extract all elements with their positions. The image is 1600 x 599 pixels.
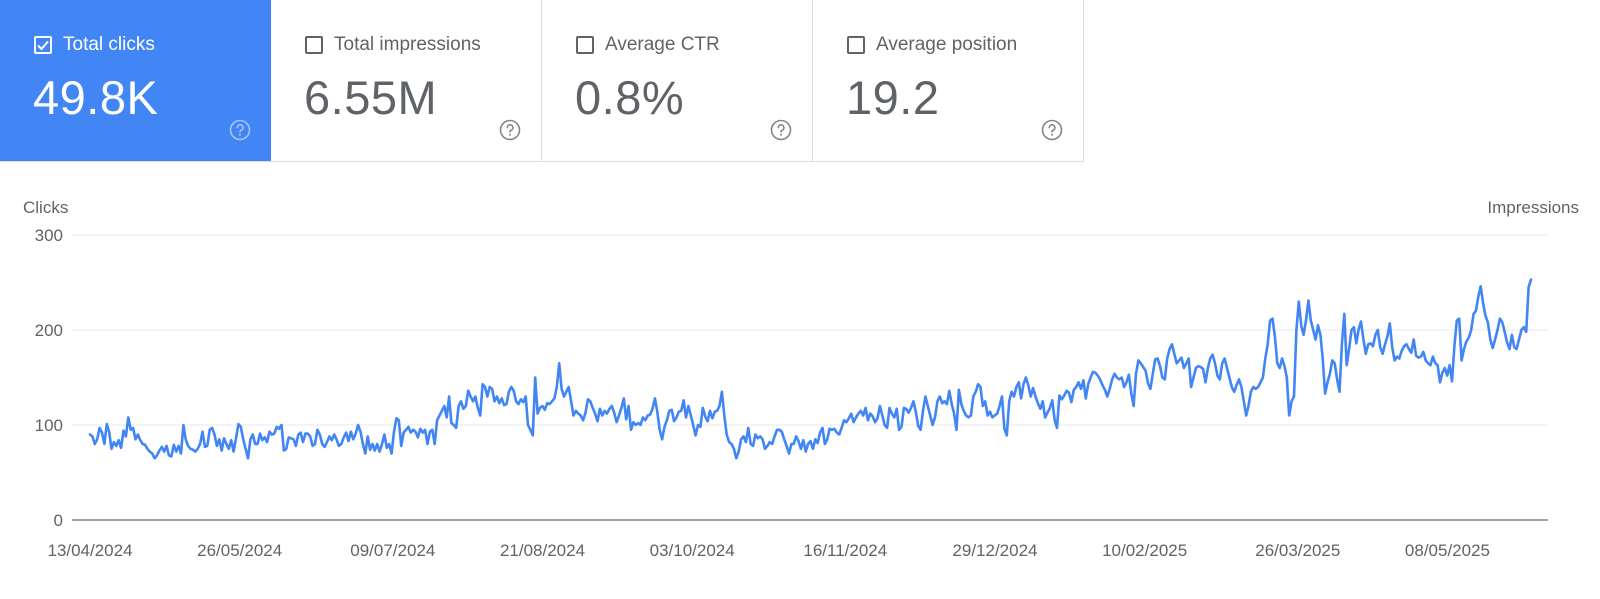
card-header: Average CTR — [576, 34, 720, 56]
x-tick-label: 13/04/2024 — [47, 541, 132, 560]
card-label: Total clicks — [63, 34, 155, 55]
x-tick-label: 26/03/2025 — [1255, 541, 1340, 560]
metric-cards: Total clicks 49.8K Total impressions 6.5… — [0, 0, 1084, 162]
y-tick-label: 300 — [35, 226, 63, 245]
y2-axis-label: Impressions — [1487, 198, 1579, 217]
y-axis-label: Clicks — [23, 198, 68, 217]
checkbox-unchecked-icon[interactable] — [576, 36, 594, 54]
x-tick-label: 03/10/2024 — [650, 541, 735, 560]
card-average-ctr[interactable]: Average CTR 0.8% — [542, 0, 813, 161]
x-tick-label: 09/07/2024 — [350, 541, 435, 560]
card-label: Average CTR — [605, 34, 720, 55]
card-header: Average position — [847, 34, 1017, 56]
card-header: Total impressions — [305, 34, 481, 56]
y-tick-label: 0 — [54, 511, 63, 530]
checkbox-unchecked-icon[interactable] — [305, 36, 323, 54]
grid — [72, 234, 1548, 521]
help-icon[interactable] — [770, 119, 792, 141]
x-tick-label: 16/11/2024 — [803, 541, 887, 560]
clicks-line-chart: Clicks Impressions 0 100 200 300 13/04/2024… — [23, 198, 1579, 560]
card-value: 19.2 — [846, 71, 940, 124]
card-label: Total impressions — [334, 34, 481, 55]
x-tick-label: 29/12/2024 — [952, 541, 1037, 560]
help-icon[interactable] — [229, 119, 251, 141]
x-tick-labels: 13/04/2024 26/05/2024 09/07/2024 21/08/2024… — [47, 541, 1490, 560]
help-icon[interactable] — [1041, 119, 1063, 141]
card-total-clicks[interactable]: Total clicks 49.8K — [0, 0, 271, 161]
card-value: 6.55M — [304, 71, 438, 124]
series — [88, 278, 1533, 460]
checkbox-unchecked-icon[interactable] — [847, 36, 865, 54]
y-tick-labels: 0 100 200 300 — [35, 226, 63, 530]
x-tick-label: 21/08/2024 — [500, 541, 585, 560]
card-value: 0.8% — [575, 71, 685, 124]
card-value: 49.8K — [33, 71, 159, 124]
clicks-series-line — [88, 278, 1533, 460]
card-average-position[interactable]: Average position 19.2 — [813, 0, 1084, 161]
card-header: Total clicks — [34, 34, 155, 56]
x-tick-label: 10/02/2025 — [1102, 541, 1187, 560]
y-tick-label: 200 — [35, 321, 63, 340]
y-tick-label: 100 — [35, 416, 63, 435]
x-tick-label: 26/05/2024 — [197, 541, 282, 560]
card-total-impressions[interactable]: Total impressions 6.55M — [271, 0, 542, 161]
x-tick-label: 08/05/2025 — [1405, 541, 1490, 560]
checkbox-checked-icon[interactable] — [34, 36, 52, 54]
card-label: Average position — [876, 34, 1018, 55]
help-icon[interactable] — [499, 119, 521, 141]
